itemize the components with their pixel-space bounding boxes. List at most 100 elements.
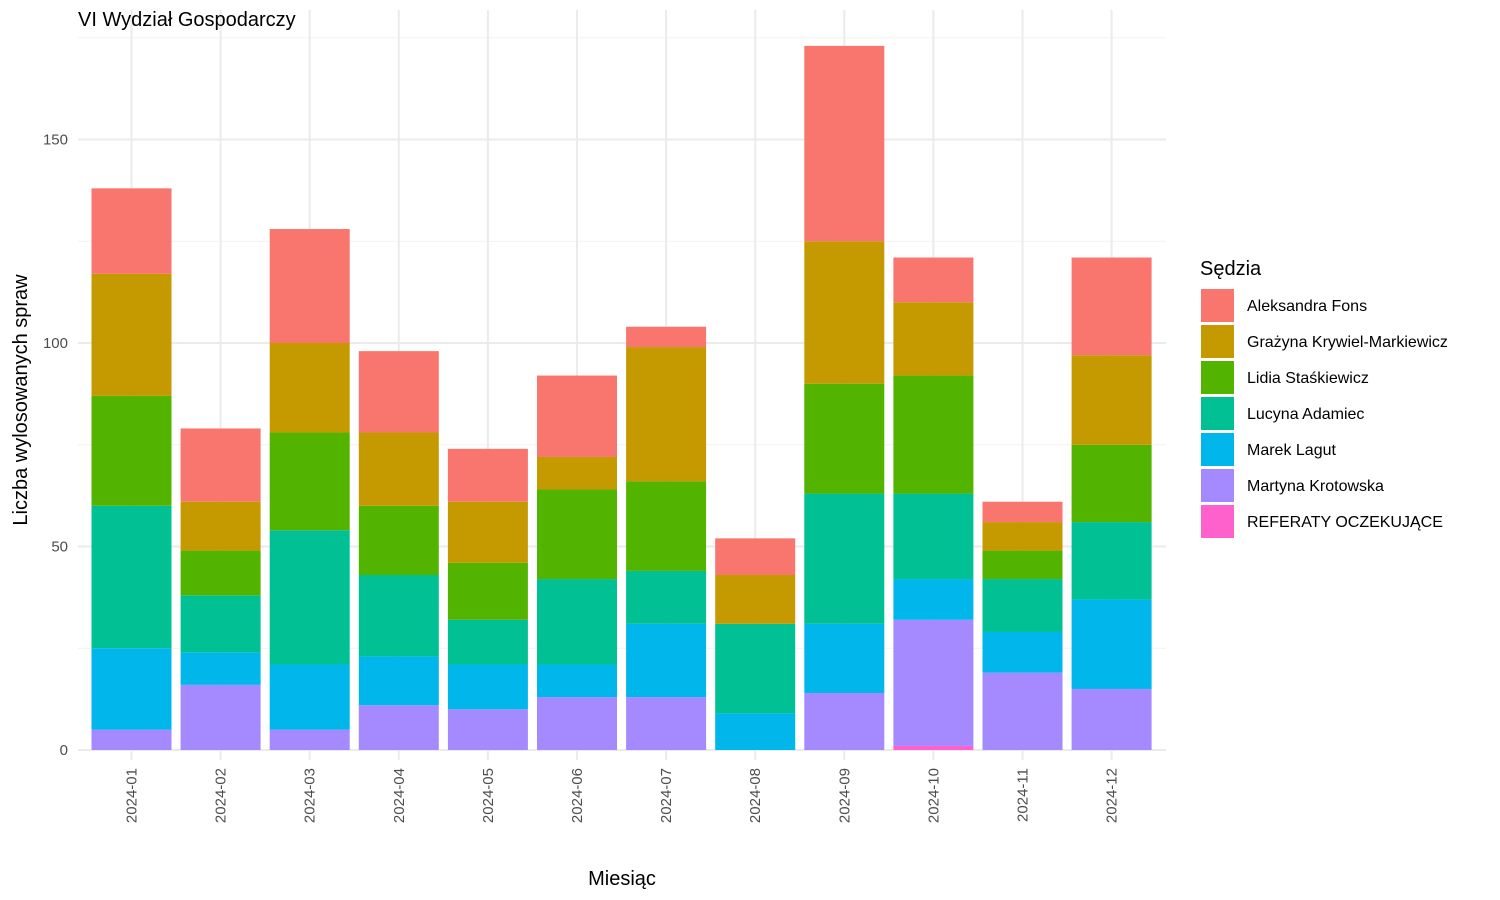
bar-segment — [358, 432, 439, 506]
y-tick-label: 150 — [43, 132, 68, 149]
y-tick-label: 0 — [60, 742, 68, 759]
bar-segment — [804, 241, 885, 384]
bar-segment — [626, 570, 707, 624]
bar-segment — [180, 550, 261, 596]
bar-segment — [269, 664, 350, 730]
bars — [91, 45, 1152, 750]
y-tick-label: 100 — [43, 335, 68, 352]
x-tick-label: 2024-05 — [480, 768, 497, 823]
bar-segment — [893, 745, 974, 750]
bar-segment — [91, 188, 172, 274]
x-axis-ticks: 2024-01 2024-02 2024-03 2024-04 2024-05 2024-… — [124, 768, 1121, 823]
legend-label: Grażyna Krywiel-Markiewicz — [1247, 334, 1448, 351]
x-tick-label: 2024-11 — [1015, 768, 1032, 822]
bar-segment — [537, 697, 617, 750]
bar-segment — [893, 302, 974, 376]
bar-segment — [358, 705, 439, 750]
bar-segment — [537, 489, 617, 580]
bar-segment — [982, 672, 1063, 750]
bar-segment — [893, 493, 974, 580]
legend-swatch — [1201, 289, 1234, 322]
legend-label: Aleksandra Fons — [1247, 298, 1367, 315]
bar-segment — [982, 550, 1063, 580]
legend-swatch — [1201, 433, 1234, 466]
legend-swatch — [1201, 505, 1234, 538]
legend-swatch — [1201, 397, 1234, 430]
x-tick-label: 2024-04 — [391, 768, 408, 823]
bar-segment — [269, 729, 350, 750]
bar-segment — [91, 729, 172, 750]
bar-segment — [91, 505, 172, 649]
legend-swatch — [1201, 325, 1234, 358]
bar-segment — [626, 326, 707, 348]
x-tick-label: 2024-02 — [213, 768, 230, 823]
x-tick-label: 2024-12 — [1104, 768, 1121, 823]
x-axis-title: Miesiąc — [588, 868, 656, 890]
legend-swatch — [1201, 361, 1234, 394]
bar-segment — [1071, 355, 1152, 445]
bar-segment — [1071, 599, 1152, 689]
bar-segment — [804, 493, 885, 624]
bar-segment — [180, 501, 261, 551]
bar-segment — [358, 505, 439, 575]
bar-segment — [91, 273, 172, 396]
bar-segment — [447, 501, 528, 563]
x-tick-label: 2024-03 — [302, 768, 319, 823]
bar-segment — [715, 623, 796, 714]
chart-title: VI Wydział Gospodarczy — [78, 9, 296, 31]
y-axis-ticks: 0 50 100 150 — [43, 132, 68, 760]
bar-segment — [626, 697, 707, 750]
bar-segment — [626, 623, 707, 698]
bar-segment — [537, 664, 617, 698]
bar-segment — [893, 619, 974, 746]
legend-label: Marek Lagut — [1247, 442, 1336, 459]
bar-segment — [447, 448, 528, 502]
bar-segment — [180, 684, 261, 750]
bar-segment — [537, 456, 617, 490]
bar-segment — [180, 652, 261, 685]
x-tick-label: 2024-07 — [658, 768, 675, 823]
bar-segment — [447, 664, 528, 710]
legend-label: Lucyna Adamiec — [1247, 406, 1364, 423]
legend-swatch — [1201, 469, 1234, 502]
bar-segment — [804, 45, 885, 242]
bar-segment — [804, 693, 885, 750]
x-tick-label: 2024-06 — [569, 768, 586, 823]
bar-segment — [447, 619, 528, 665]
legend-label: Lidia Staśkiewicz — [1247, 370, 1369, 387]
y-tick-label: 50 — [51, 539, 68, 556]
bar-segment — [715, 713, 796, 750]
x-tick-label: 2024-01 — [124, 768, 141, 823]
bar-segment — [982, 579, 1063, 632]
bar-segment — [1071, 688, 1152, 750]
bar-segment — [269, 530, 350, 665]
bar-segment — [358, 656, 439, 706]
bar-segment — [715, 574, 796, 624]
legend-title: Sędzia — [1200, 258, 1262, 280]
bar-segment — [626, 347, 707, 482]
legend-label: REFERATY OCZEKUJĄCE — [1247, 514, 1443, 531]
bar-segment — [447, 562, 528, 620]
bar-segment — [1071, 522, 1152, 600]
bar-segment — [893, 375, 974, 494]
bar-segment — [982, 631, 1063, 673]
bar-segment — [91, 648, 172, 730]
bar-segment — [715, 538, 796, 575]
bar-segment — [626, 481, 707, 571]
x-tick-label: 2024-09 — [836, 768, 853, 823]
bar-segment — [893, 579, 974, 620]
bar-segment — [982, 522, 1063, 551]
x-tick-label: 2024-10 — [925, 768, 942, 823]
legend-label: Martyna Krotowska — [1247, 478, 1384, 495]
legend: Sędzia Aleksandra Fons Grażyna Krywiel-Ma… — [1200, 258, 1448, 538]
bar-segment — [1071, 444, 1152, 523]
y-axis-title: Liczba wylosowanych spraw — [10, 274, 32, 526]
bar-segment — [537, 579, 617, 665]
bar-segment — [804, 383, 885, 494]
bar-segment — [180, 595, 261, 653]
x-tick-label: 2024-08 — [747, 768, 764, 823]
bar-segment — [269, 432, 350, 531]
bar-segment — [358, 574, 439, 657]
bar-segment — [804, 623, 885, 694]
